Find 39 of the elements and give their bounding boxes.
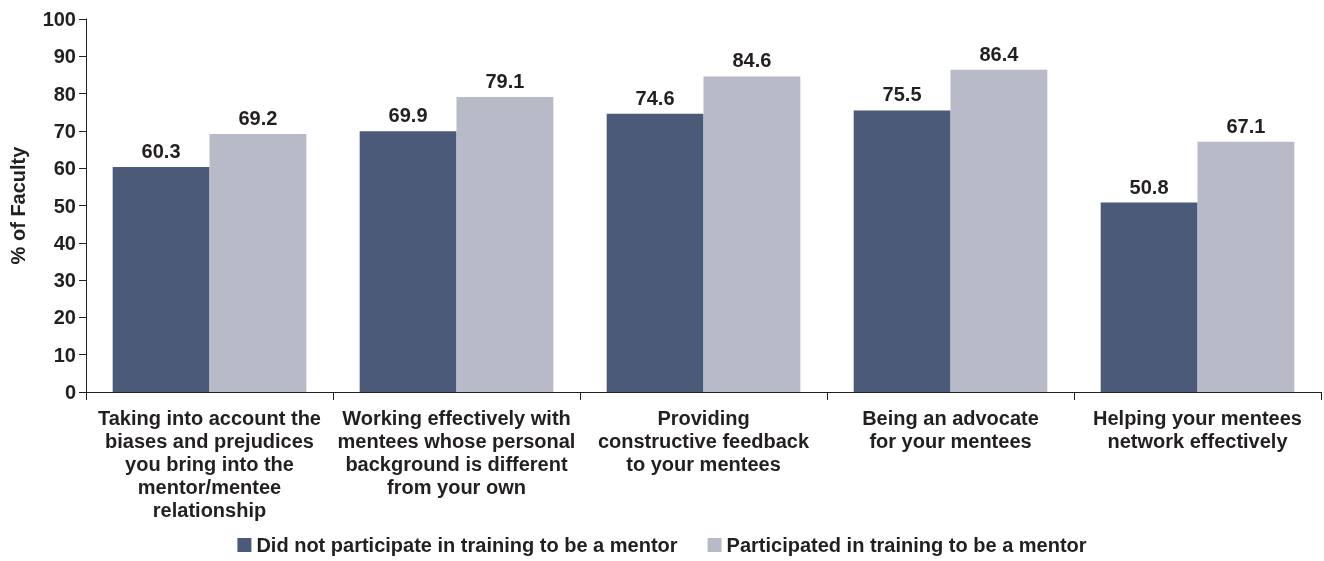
x-tick-label: Being an advocate for your mentees — [862, 406, 1039, 452]
y-tick-label: 40 — [53, 231, 76, 254]
bar — [456, 96, 554, 392]
y-tick-label: 70 — [53, 119, 76, 142]
bar — [606, 113, 704, 392]
bar — [950, 69, 1048, 392]
bar — [209, 133, 307, 392]
y-tick-label: 60 — [53, 157, 76, 180]
bar — [853, 110, 951, 392]
y-tick-label: 20 — [53, 306, 76, 329]
data-label: 67.1 — [1226, 114, 1266, 137]
y-tick-label: 100 — [42, 8, 76, 30]
data-label: 86.4 — [979, 42, 1020, 65]
y-tick-label: 90 — [53, 45, 76, 68]
data-label: 74.6 — [635, 86, 675, 109]
data-label: 84.6 — [732, 49, 772, 72]
legend-label: Did not participate in training to be a mentor — [256, 534, 678, 556]
data-label: 50.8 — [1129, 175, 1169, 198]
x-tick-label: Working effectively with mentees whose personal background is different from your own — [337, 406, 576, 498]
y-tick-label: 80 — [53, 82, 76, 105]
data-label: 60.3 — [141, 140, 181, 163]
y-tick-label: 30 — [53, 269, 76, 292]
bar — [703, 76, 801, 392]
bar — [1100, 202, 1198, 392]
y-tick-label: 10 — [53, 343, 76, 366]
bar — [359, 131, 457, 392]
x-tick-label: Taking into account the biases and prejudices you bring into the mentor/mentee relationship — [98, 406, 321, 521]
bar — [1197, 141, 1295, 392]
data-label: 69.2 — [238, 106, 278, 129]
data-label: 75.5 — [882, 83, 922, 106]
x-tick-label: Providing constructive feedback to your mentees — [597, 406, 810, 475]
y-tick-label: 50 — [53, 194, 76, 217]
y-tick-label: 0 — [64, 381, 76, 403]
legend-label: Participated in training to be a mentor — [726, 534, 1087, 556]
y-axis-title: % of Faculty — [7, 145, 29, 265]
bar — [112, 167, 210, 392]
x-tick-label: Helping your mentees network effectively — [1093, 406, 1302, 452]
data-label: 69.9 — [388, 104, 428, 127]
data-label: 79.1 — [485, 69, 525, 92]
